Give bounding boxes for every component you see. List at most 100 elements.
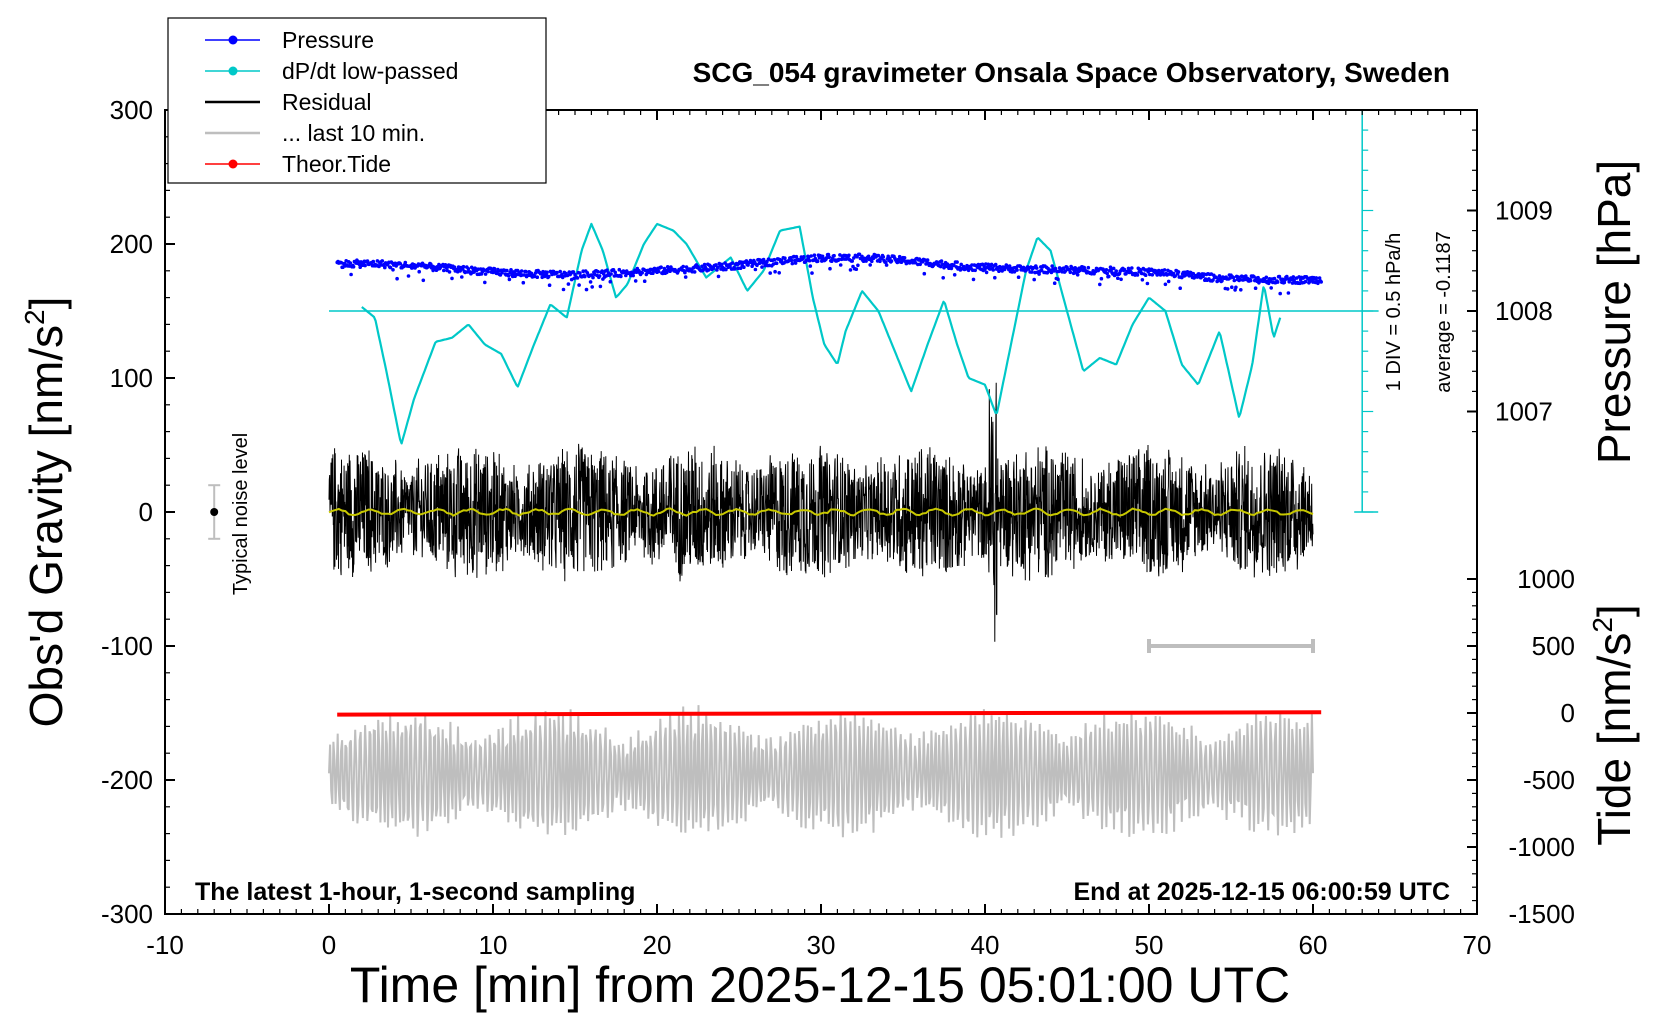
pressure-point — [597, 274, 602, 278]
last-10-min-series — [328, 705, 1314, 838]
pressure-point — [1232, 278, 1237, 283]
pressure-point — [742, 265, 746, 270]
pressure-point — [442, 268, 446, 273]
pressure-point — [848, 268, 853, 272]
pressure-point — [375, 259, 380, 263]
pressure-point — [573, 272, 577, 277]
pressure-point — [1111, 266, 1116, 271]
pressure-point — [952, 263, 956, 267]
x-tick-label: -10 — [146, 930, 184, 960]
pressure-point — [566, 282, 571, 286]
noise-label: Typical noise level — [230, 433, 252, 595]
x-tick-label: 20 — [643, 930, 672, 960]
pressure-point — [656, 269, 661, 274]
pressure-tick-label: 1007 — [1495, 397, 1553, 427]
pressure-point — [854, 267, 859, 272]
pressure-point — [1157, 268, 1161, 273]
x-tick-label: 40 — [971, 930, 1000, 960]
pressure-point — [866, 254, 871, 259]
noise-marker-group — [208, 484, 1315, 653]
pressure-point — [808, 264, 813, 268]
pressure-point — [1220, 279, 1224, 283]
y-axis-label-pressure: Pressure [hPa] — [1588, 160, 1640, 464]
pressure-point — [941, 276, 945, 280]
tide-tick-label: 500 — [1532, 631, 1575, 661]
axes: -10 0 10 20 30 40 50 60 70-300-200-1000100200300… — [101, 95, 1575, 960]
pressure-point — [1162, 268, 1167, 272]
x-tick-label: 60 — [1299, 930, 1328, 960]
pressure-point — [1105, 271, 1109, 276]
pressure-point — [1231, 275, 1236, 280]
pressure-point — [349, 272, 353, 277]
pressure-point — [631, 273, 635, 278]
residual-series — [328, 382, 1314, 642]
pressure-point — [509, 268, 513, 272]
pressure-point — [1191, 271, 1196, 276]
tide-tick-label: -1500 — [1509, 899, 1576, 929]
pressure-point — [1319, 280, 1323, 284]
pressure-point — [642, 279, 647, 284]
dpdt-line — [361, 222, 1282, 445]
pressure-point — [1248, 278, 1253, 283]
pressure-point — [1015, 268, 1019, 272]
pressure-point — [716, 274, 721, 279]
pressure-point — [884, 263, 889, 267]
y-tick-label: 0 — [139, 497, 153, 527]
pressure-point — [1256, 275, 1260, 280]
pressure-point — [1145, 281, 1150, 286]
pressure-point — [555, 270, 559, 275]
pressure-point — [753, 267, 758, 272]
pressure-point — [617, 267, 622, 272]
pressure-point — [665, 270, 669, 275]
pressure-point — [991, 268, 995, 272]
y-axis-label-gravity-sup: 2 — [19, 309, 50, 325]
pressure-point — [395, 276, 399, 281]
pressure-point — [925, 258, 930, 262]
pressure-point — [561, 287, 566, 292]
legend-label: Pressure — [282, 27, 374, 53]
pressure-point — [949, 266, 954, 271]
pressure-point — [829, 259, 834, 264]
pressure-point — [1116, 276, 1120, 281]
pressure-point — [351, 265, 356, 269]
pressure-point — [815, 259, 820, 264]
pressure-point — [458, 269, 463, 273]
pressure-point — [812, 253, 817, 257]
pressure-point — [601, 272, 606, 276]
legend-label: ... last 10 min. — [282, 120, 425, 146]
pressure-point — [447, 270, 452, 274]
residual-line — [328, 382, 1314, 642]
pressure-point — [1291, 275, 1296, 279]
pressure-point — [755, 263, 759, 268]
y-tick-label: 300 — [110, 95, 153, 125]
pressure-point — [1166, 279, 1171, 284]
y-tick-label: 100 — [110, 363, 153, 393]
tide-tick-label: 1000 — [1517, 564, 1575, 594]
x-axis-label: Time [min] from 2025-12-15 05:01:00 UTC — [350, 957, 1290, 1013]
pressure-point — [959, 262, 963, 267]
pressure-point — [547, 274, 551, 279]
y-axis-label-tide-end: ] — [1588, 604, 1640, 617]
pressure-point — [1239, 288, 1243, 292]
pressure-point — [847, 253, 851, 258]
pressure-series — [335, 252, 1323, 296]
pressure-point — [1034, 266, 1039, 270]
y-axis-label-gravity-main: Obs'd Gravity [nm/s — [20, 325, 72, 727]
legend-marker — [228, 35, 238, 45]
pressure-point — [519, 269, 524, 273]
pressure-point — [1282, 280, 1287, 285]
pressure-point — [591, 275, 595, 280]
pressure-point — [922, 271, 927, 276]
pressure-point — [1086, 265, 1091, 270]
pressure-point — [363, 263, 367, 268]
legend-marker — [228, 159, 238, 169]
pressure-point — [600, 269, 604, 273]
pressure-point — [1056, 277, 1060, 282]
legend-marker — [228, 66, 238, 76]
pressure-point — [1126, 266, 1131, 271]
pressure-point — [783, 256, 787, 261]
pressure-point — [918, 262, 922, 267]
pressure-point — [720, 262, 724, 267]
pressure-point — [1176, 270, 1181, 274]
pressure-point — [856, 263, 860, 268]
